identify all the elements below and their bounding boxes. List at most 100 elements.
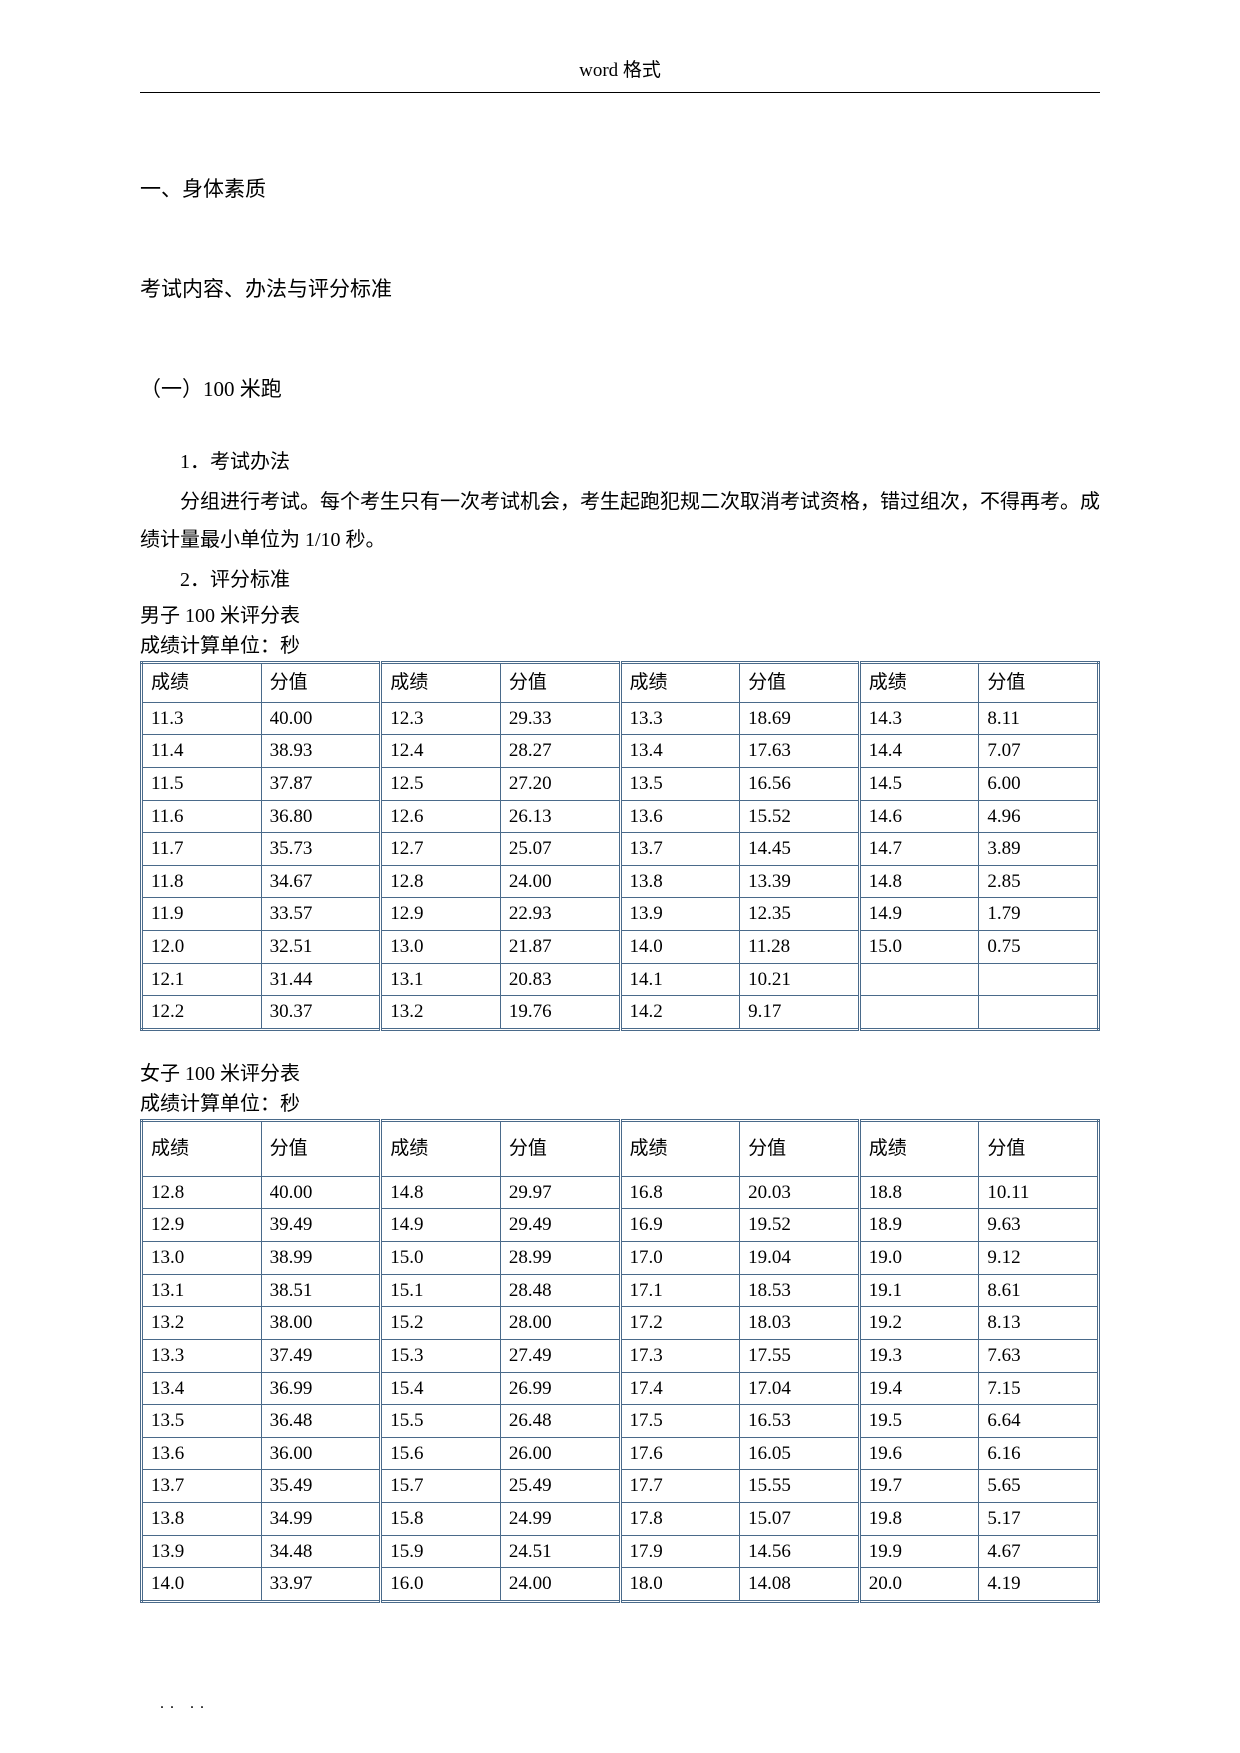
table-cell: 13.8 [620, 865, 740, 898]
table-cell: 17.2 [620, 1307, 740, 1340]
page-footer: .. .. [160, 1695, 210, 1713]
table-cell: 12.8 [381, 865, 501, 898]
table-cell: 27.49 [500, 1339, 620, 1372]
table-cell: 31.44 [261, 963, 381, 996]
table-cell: 12.4 [381, 735, 501, 768]
table-cell: 36.99 [261, 1372, 381, 1405]
section-subtitle: 考试内容、办法与评分标准 [140, 273, 1100, 303]
table-cell: 12.5 [381, 767, 501, 800]
table-cell: 8.61 [979, 1274, 1099, 1307]
col-score: 成绩 [142, 1121, 262, 1177]
table-cell: 14.3 [859, 702, 979, 735]
table-cell: 2.85 [979, 865, 1099, 898]
table-cell: 11.4 [142, 735, 262, 768]
table-cell: 6.00 [979, 767, 1099, 800]
table-cell: 12.8 [142, 1176, 262, 1209]
table-cell: 12.0 [142, 931, 262, 964]
table-cell: 11.3 [142, 702, 262, 735]
table-cell: 17.6 [620, 1437, 740, 1470]
table-cell: 26.48 [500, 1405, 620, 1438]
col-score: 成绩 [859, 1121, 979, 1177]
table-cell: 11.5 [142, 767, 262, 800]
table-cell: 15.55 [740, 1470, 860, 1503]
col-score: 成绩 [620, 663, 740, 703]
table-cell: 13.9 [142, 1535, 262, 1568]
table-cell: 14.4 [859, 735, 979, 768]
table-cell: 15.3 [381, 1339, 501, 1372]
table-cell: 19.76 [500, 996, 620, 1030]
table-cell: 10.11 [979, 1176, 1099, 1209]
table-cell: 15.9 [381, 1535, 501, 1568]
table-row: 13.536.4815.526.4817.516.5319.56.64 [142, 1405, 1099, 1438]
table-cell: 14.8 [859, 865, 979, 898]
table-cell: 19.04 [740, 1241, 860, 1274]
table-cell: 28.48 [500, 1274, 620, 1307]
table-cell [979, 996, 1099, 1030]
table-cell: 15.5 [381, 1405, 501, 1438]
table-cell: 12.3 [381, 702, 501, 735]
table-cell: 33.97 [261, 1568, 381, 1602]
table-cell: 14.5 [859, 767, 979, 800]
table-cell: 19.0 [859, 1241, 979, 1274]
male-table-block: 男子 100 米评分表 成绩计算单位：秒 成绩 分值 成绩 分值 成绩 分值 成… [140, 601, 1100, 1031]
table-cell: 19.6 [859, 1437, 979, 1470]
table-cell: 17.9 [620, 1535, 740, 1568]
table-cell: 19.3 [859, 1339, 979, 1372]
table-cell: 34.48 [261, 1535, 381, 1568]
table-cell: 14.2 [620, 996, 740, 1030]
table-cell: 34.67 [261, 865, 381, 898]
table-row: 11.933.5712.922.9313.912.3514.91.79 [142, 898, 1099, 931]
table-cell: 18.69 [740, 702, 860, 735]
col-value: 分值 [500, 663, 620, 703]
col-value: 分值 [740, 663, 860, 703]
table-cell: 13.6 [142, 1437, 262, 1470]
table-row: 13.735.4915.725.4917.715.5519.75.65 [142, 1470, 1099, 1503]
section-heading-1: 一、身体素质 [140, 173, 1100, 203]
table-cell: 14.8 [381, 1176, 501, 1209]
table-cell: 19.52 [740, 1209, 860, 1242]
table-cell: 20.83 [500, 963, 620, 996]
table-cell: 17.04 [740, 1372, 860, 1405]
table-cell: 11.6 [142, 800, 262, 833]
table-row: 13.138.5115.128.4817.118.5319.18.61 [142, 1274, 1099, 1307]
table-cell: 18.0 [620, 1568, 740, 1602]
col-value: 分值 [261, 1121, 381, 1177]
table-cell: 5.17 [979, 1503, 1099, 1536]
table-cell: 37.49 [261, 1339, 381, 1372]
table-cell: 34.99 [261, 1503, 381, 1536]
table-cell: 24.99 [500, 1503, 620, 1536]
table-cell: 16.05 [740, 1437, 860, 1470]
table-cell: 12.9 [142, 1209, 262, 1242]
table-cell: 13.1 [381, 963, 501, 996]
table-row: 12.230.3713.219.7614.29.17 [142, 996, 1099, 1030]
table-cell: 20.03 [740, 1176, 860, 1209]
female-table-unit: 成绩计算单位：秒 [140, 1089, 1100, 1119]
table-cell: 13.2 [142, 1307, 262, 1340]
table-cell: 11.9 [142, 898, 262, 931]
table-cell: 35.73 [261, 833, 381, 866]
table-cell: 10.21 [740, 963, 860, 996]
col-value: 分值 [740, 1121, 860, 1177]
table-cell: 14.08 [740, 1568, 860, 1602]
table-cell: 38.00 [261, 1307, 381, 1340]
table-cell: 30.37 [261, 996, 381, 1030]
table-cell: 8.11 [979, 702, 1099, 735]
table-cell: 13.7 [620, 833, 740, 866]
table-cell: 36.00 [261, 1437, 381, 1470]
table-row: 11.735.7312.725.0713.714.4514.73.89 [142, 833, 1099, 866]
table-cell: 4.67 [979, 1535, 1099, 1568]
table-cell: 13.5 [142, 1405, 262, 1438]
table-cell: 3.89 [979, 833, 1099, 866]
table-cell: 19.8 [859, 1503, 979, 1536]
table-row: 13.934.4815.924.5117.914.5619.94.67 [142, 1535, 1099, 1568]
table-cell: 14.6 [859, 800, 979, 833]
table-row: 13.436.9915.426.9917.417.0419.47.15 [142, 1372, 1099, 1405]
table-cell: 25.07 [500, 833, 620, 866]
table-cell: 39.49 [261, 1209, 381, 1242]
table-cell: 21.87 [500, 931, 620, 964]
table-cell: 28.00 [500, 1307, 620, 1340]
table-cell: 7.07 [979, 735, 1099, 768]
female-table-block: 女子 100 米评分表 成绩计算单位：秒 成绩 分值 成绩 分值 成绩 分值 成… [140, 1059, 1100, 1603]
table-cell: 13.8 [142, 1503, 262, 1536]
document-page: word 格式 一、身体素质 考试内容、办法与评分标准 （一）100 米跑 1．… [0, 0, 1240, 1753]
